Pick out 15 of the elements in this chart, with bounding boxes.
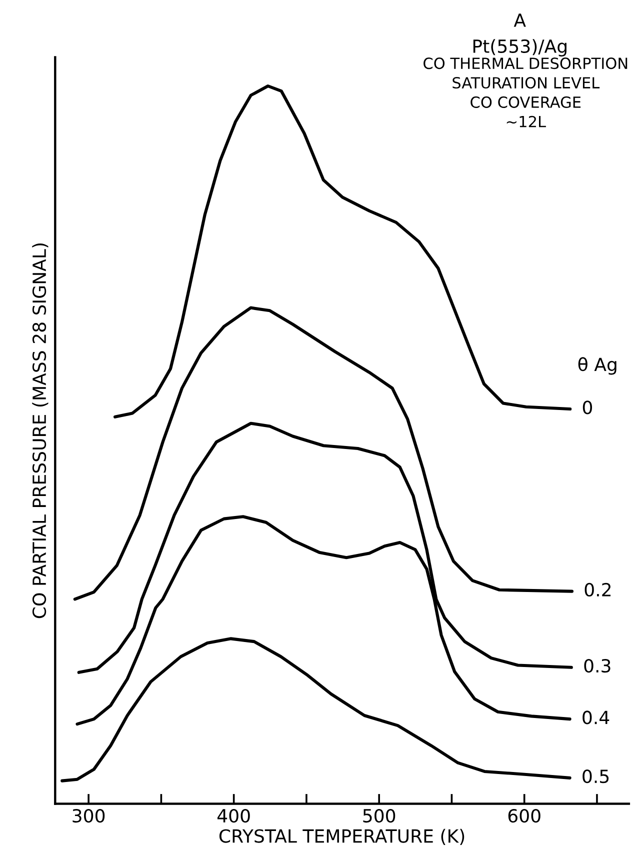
x-tick-label: 400 (217, 808, 250, 823)
annotation: CO THERMAL DESORPTION SATURATION LEVEL CO COVERAGE ~12L (424, 58, 628, 128)
x-tick-label: 500 (363, 808, 396, 823)
x-tick-label: 300 (72, 808, 105, 823)
chart-subtitle: Pt(553)/Ag (473, 39, 566, 57)
chart-title: A (514, 14, 526, 27)
series-label: 0 (582, 400, 592, 414)
series-label: 0.2 (584, 582, 611, 597)
legend-title: θ Ag (578, 357, 616, 375)
series-label: 0.3 (584, 658, 610, 673)
x-tick-label: 600 (508, 808, 540, 823)
series-label: 0.4 (582, 710, 610, 724)
x-axis-title: CRYSTAL TEMPERATURE (K) (219, 828, 464, 845)
series-label: 0.5 (582, 770, 609, 784)
y-axis-title: CO PARTIAL PRESSURE (MASS 28 SIGNAL) (32, 244, 48, 618)
